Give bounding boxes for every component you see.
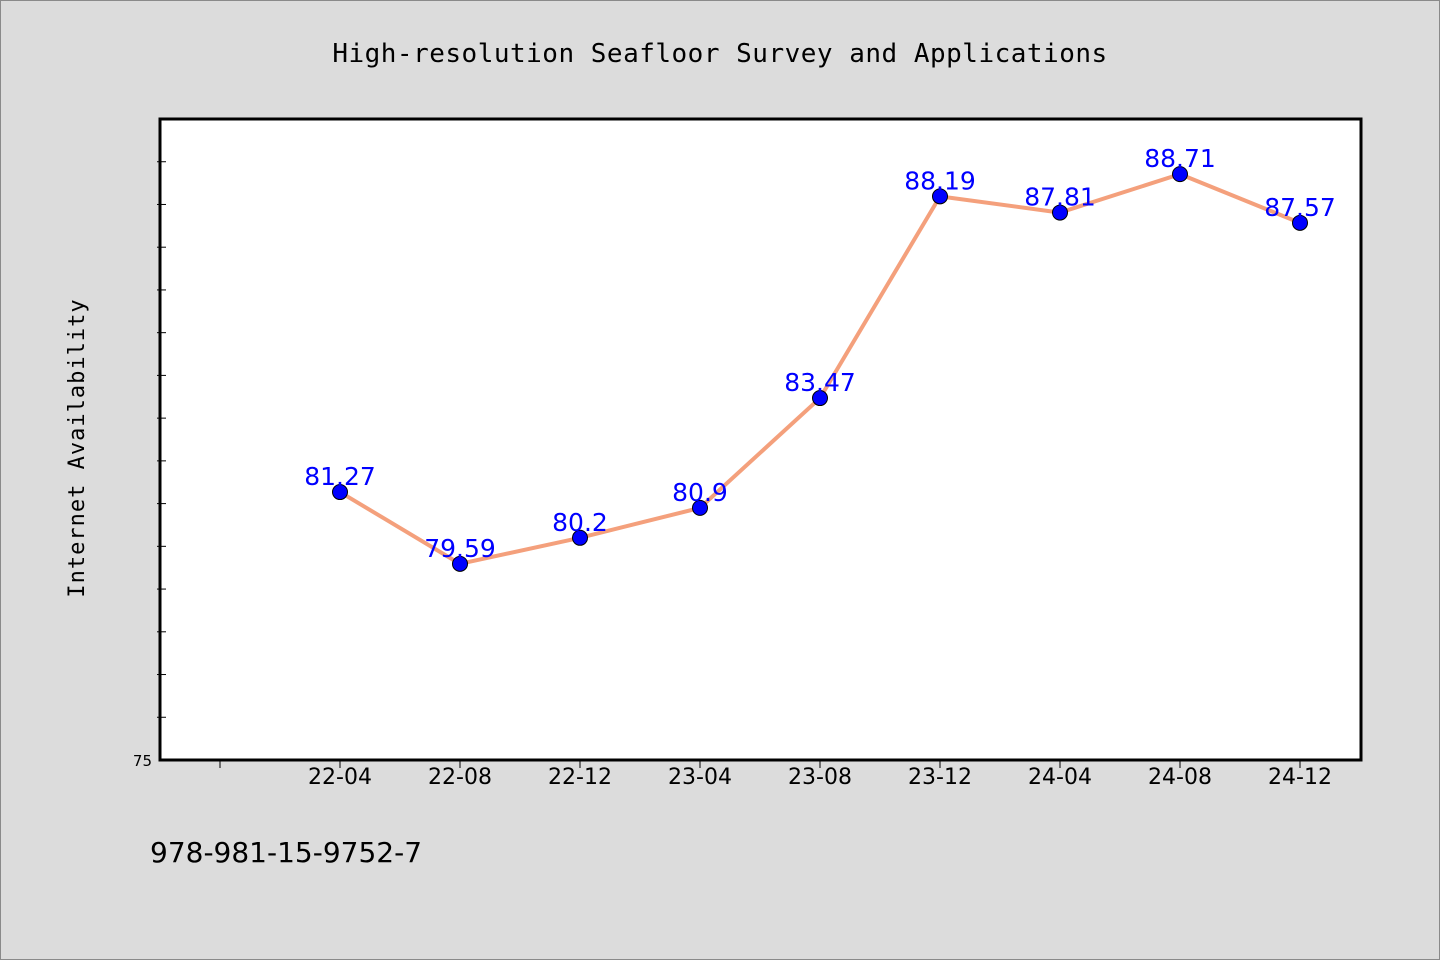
x-tick-label: 23-08 [788,765,852,790]
y-axis-label: Internet Availability [65,298,90,597]
data-label: 80.2 [552,508,608,537]
x-tick-label: 22-08 [428,765,492,790]
series-group: 81.27 79.59 80.2 80.9 83.47 88.19 87.81 88.71 87… [304,144,1336,572]
plot-area [158,117,1363,762]
x-tick-label: 24-04 [1028,765,1092,790]
data-label: 79.59 [424,534,496,563]
data-label: 80.9 [672,478,728,507]
x-tick-label: 22-04 [308,765,372,790]
data-label: 83.47 [784,368,856,397]
data-point [452,555,468,572]
data-label: 88.71 [1144,144,1216,173]
data-point [1052,204,1068,221]
chart-title: High-resolution Seafloor Survey and Appl… [332,39,1107,69]
data-point [1292,214,1308,231]
x-tick-label: 23-12 [908,765,972,790]
data-label: 88.19 [904,166,976,195]
x-tick-label: 24-12 [1268,765,1332,790]
y-tick-label: 75 [133,752,152,770]
data-label: 81.27 [304,462,376,491]
footer-isbn: 978-981-15-9752-7 [150,836,422,869]
data-point [1172,166,1188,183]
data-point [692,499,708,516]
data-point [812,390,828,407]
x-tick-label: 23-04 [668,765,732,790]
data-point [572,529,588,546]
x-tick-label: 22-12 [548,765,612,790]
data-point [932,188,948,205]
x-axis-ticks: 22-04 22-08 22-12 23-04 23-08 23-12 24-04 24-08… [219,760,1332,790]
data-label: 87.81 [1024,183,1096,212]
data-point [332,484,348,501]
data-label: 87.57 [1264,193,1336,222]
y-axis-ticks: 75 [133,161,166,770]
x-tick-label: 24-08 [1148,765,1212,790]
